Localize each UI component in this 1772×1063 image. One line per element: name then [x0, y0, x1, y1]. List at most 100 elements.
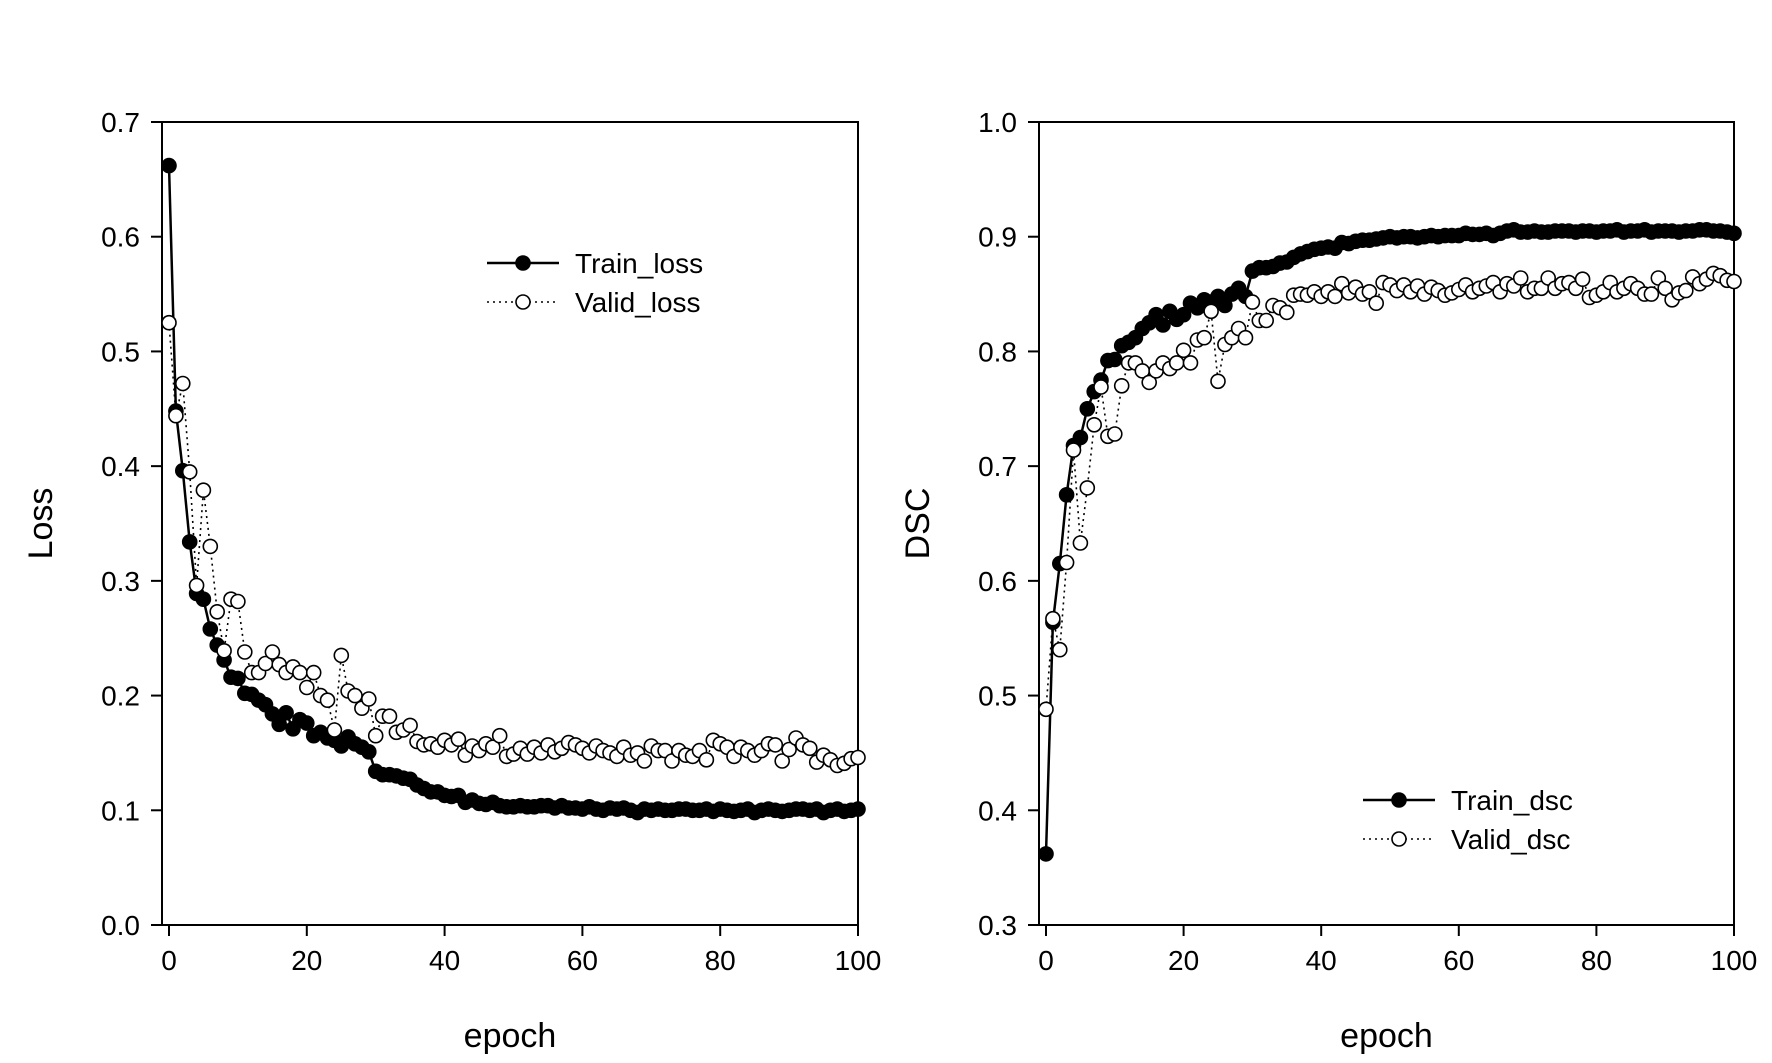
- dsc-valid-dsc-point: [1244, 294, 1261, 310]
- loss-valid-loss-point: [801, 740, 818, 757]
- dsc-train-dsc-point: [1038, 846, 1054, 862]
- loss-valid-loss-point: [767, 737, 784, 753]
- loss-train-loss-point: [161, 157, 177, 174]
- loss-y-tick-label: 0.6: [101, 222, 140, 253]
- loss-valid-loss-point: [188, 577, 205, 594]
- dsc-train-dsc-point: [1058, 486, 1075, 503]
- dsc-valid-dsc-point: [1072, 535, 1089, 551]
- dsc-valid-dsc-point: [1203, 303, 1219, 320]
- loss-train-loss-point: [271, 716, 288, 733]
- loss-train-loss-point: [181, 534, 198, 550]
- dsc-y-tick-label: 0.7: [978, 451, 1017, 482]
- loss-valid-loss-point: [360, 691, 377, 707]
- loss-y-tick-label: 0.0: [101, 910, 140, 941]
- loss-valid-loss-point: [195, 482, 212, 499]
- loss-valid-loss-point: [216, 642, 232, 659]
- dsc-valid-dsc-point: [1210, 373, 1226, 390]
- dsc-y-tick-label: 0.4: [978, 795, 1017, 826]
- dsc-valid-dsc-point: [1574, 271, 1591, 288]
- loss-valid-loss-point: [305, 664, 322, 681]
- dsc-x-tick-label: 80: [1581, 945, 1612, 976]
- loss-x-tick-label: 60: [567, 945, 598, 976]
- dsc-valid-dsc-point: [1052, 641, 1068, 658]
- dsc-x-tick-label: 0: [1038, 945, 1054, 976]
- dsc-valid-dsc-point: [1175, 342, 1192, 359]
- loss-train-loss-point: [360, 743, 377, 760]
- dsc-series-line-valid-dsc: [1045, 272, 1735, 710]
- loss-valid-loss-point: [347, 687, 363, 704]
- loss-y-tick-label: 0.1: [101, 795, 140, 826]
- dsc-legend-label: Train_dsc: [1451, 785, 1573, 816]
- loss-legend-marker: [515, 255, 531, 271]
- loss-x-tick-label: 40: [429, 945, 460, 976]
- loss-train-loss-point: [195, 591, 212, 608]
- dsc-y-tick-label: 0.6: [978, 566, 1017, 597]
- loss-valid-loss-point: [781, 741, 797, 758]
- dsc-valid-dsc-point: [1726, 273, 1742, 290]
- loss-valid-loss-point: [202, 538, 219, 555]
- dsc-x-tick-label: 100: [1711, 945, 1758, 976]
- loss-valid-loss-point: [636, 753, 653, 769]
- loss-valid-loss-point: [491, 727, 508, 744]
- loss-legend-label: Train_loss: [575, 248, 703, 279]
- loss-y-tick-label: 0.3: [101, 566, 140, 597]
- loss-valid-loss-point: [402, 717, 418, 734]
- dsc-valid-dsc-point: [1045, 610, 1061, 627]
- dsc-valid-dsc-point: [1657, 280, 1673, 297]
- dsc-valid-dsc-point: [1327, 288, 1343, 305]
- loss-legend-label: Valid_loss: [575, 287, 701, 318]
- dsc-chart: 0.3 0.4 0.5 0.6 0.7 0.8 0.9 1.0 0 20 40 60 80 100 epoc…: [899, 107, 1757, 1055]
- loss-valid-loss-point: [484, 739, 501, 756]
- loss-y-tick-label: 0.2: [101, 681, 140, 712]
- loss-valid-loss-point: [698, 751, 715, 768]
- loss-valid-loss-point: [264, 644, 281, 660]
- loss-valid-loss-point: [450, 731, 467, 748]
- dsc-valid-dsc-point: [1168, 355, 1185, 371]
- loss-x-tick-label: 80: [705, 945, 736, 976]
- loss-x-tick-label: 20: [291, 945, 322, 976]
- loss-train-loss-point: [278, 704, 294, 721]
- loss-valid-loss-point: [298, 679, 315, 696]
- dsc-y-tick-label: 0.5: [978, 681, 1017, 712]
- dsc-train-dsc-point: [1217, 297, 1233, 314]
- loss-y-tick-label: 0.4: [101, 451, 140, 482]
- dsc-x-axis-label: epoch: [1340, 1017, 1433, 1055]
- dsc-plot-frame: [1038, 121, 1735, 926]
- dsc-x-tick-label: 20: [1168, 945, 1199, 976]
- dsc-train-dsc-point: [1175, 306, 1192, 323]
- loss-x-tick-label: 100: [835, 945, 882, 976]
- loss-y-tick-label: 0.5: [101, 336, 140, 367]
- dsc-y-tick-label: 0.9: [978, 222, 1017, 253]
- loss-valid-loss-point: [168, 407, 184, 424]
- loss-valid-loss-point: [292, 664, 308, 681]
- dsc-valid-dsc-point: [1079, 480, 1096, 496]
- dsc-valid-dsc-point: [1258, 312, 1274, 329]
- dsc-valid-dsc-point: [1038, 701, 1054, 718]
- dsc-valid-dsc-point: [1093, 379, 1109, 395]
- loss-train-loss-point: [202, 621, 219, 637]
- dsc-valid-dsc-point: [1113, 377, 1130, 394]
- dsc-x-tick-label: 40: [1306, 945, 1337, 976]
- dsc-valid-dsc-point: [1182, 355, 1199, 371]
- loss-valid-loss-point: [333, 647, 350, 664]
- dsc-legend-label: Valid_dsc: [1451, 824, 1570, 855]
- loss-valid-loss-point: [367, 727, 384, 744]
- loss-y-tick-label: 0.7: [101, 107, 140, 138]
- loss-valid-loss-point: [381, 708, 398, 725]
- dsc-y-tick-label: 0.8: [978, 336, 1017, 367]
- loss-x-tick-label: 0: [161, 945, 177, 976]
- dsc-valid-dsc-point: [1361, 283, 1378, 300]
- loss-chart: 0.0 0.1 0.2 0.3 0.4 0.5 0.6 0.7 0 20 40 60 80 100 epoc…: [22, 107, 881, 1055]
- loss-plot-frame: [161, 121, 859, 926]
- loss-valid-loss-point: [850, 749, 866, 766]
- loss-series-line-valid-loss: [168, 322, 859, 767]
- loss-valid-loss-point: [175, 375, 191, 392]
- dsc-y-tick-label: 1.0: [978, 107, 1017, 138]
- loss-y-axis-label: Loss: [22, 488, 60, 560]
- loss-valid-loss-point: [237, 644, 253, 660]
- loss-legend-marker: [515, 294, 531, 310]
- loss-valid-loss-point: [319, 692, 336, 709]
- dsc-valid-dsc-point: [1141, 374, 1157, 391]
- dsc-valid-dsc-point: [1086, 416, 1102, 433]
